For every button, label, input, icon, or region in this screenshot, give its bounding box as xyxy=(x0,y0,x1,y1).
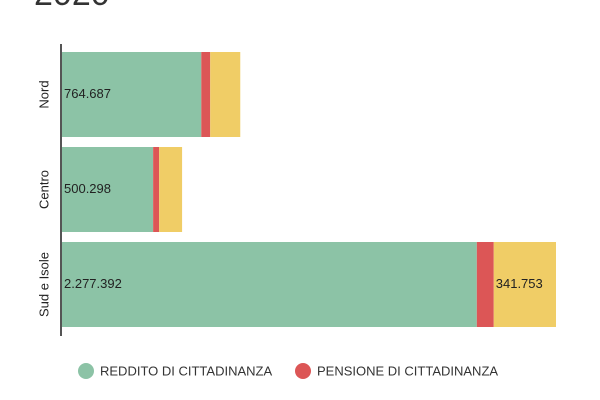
bar-segment xyxy=(153,147,160,232)
bar-segment xyxy=(210,52,241,137)
category-label: Nord xyxy=(36,80,51,108)
value-label: 500.298 xyxy=(64,181,111,196)
legend-label: PENSIONE DI CITTADINANZA xyxy=(317,363,498,378)
value-label: 2.277.392 xyxy=(64,276,122,291)
bar-segment xyxy=(62,147,154,232)
bar-segment xyxy=(62,242,477,327)
bar-segment xyxy=(201,52,211,137)
value-label: 341.753 xyxy=(496,276,543,291)
category-label: Sud e Isole xyxy=(36,252,51,317)
bar-segment xyxy=(476,242,494,327)
bar-segment xyxy=(62,52,202,137)
bar-segment xyxy=(159,147,183,232)
value-label: 764.687 xyxy=(64,86,111,101)
bar-segment xyxy=(493,242,556,327)
category-label: Centro xyxy=(36,170,51,209)
chart-title: 2020 xyxy=(34,0,110,13)
legend-marker xyxy=(295,363,311,379)
legend-marker xyxy=(78,363,94,379)
legend-label: REDDITO DI CITTADINANZA xyxy=(100,363,272,378)
